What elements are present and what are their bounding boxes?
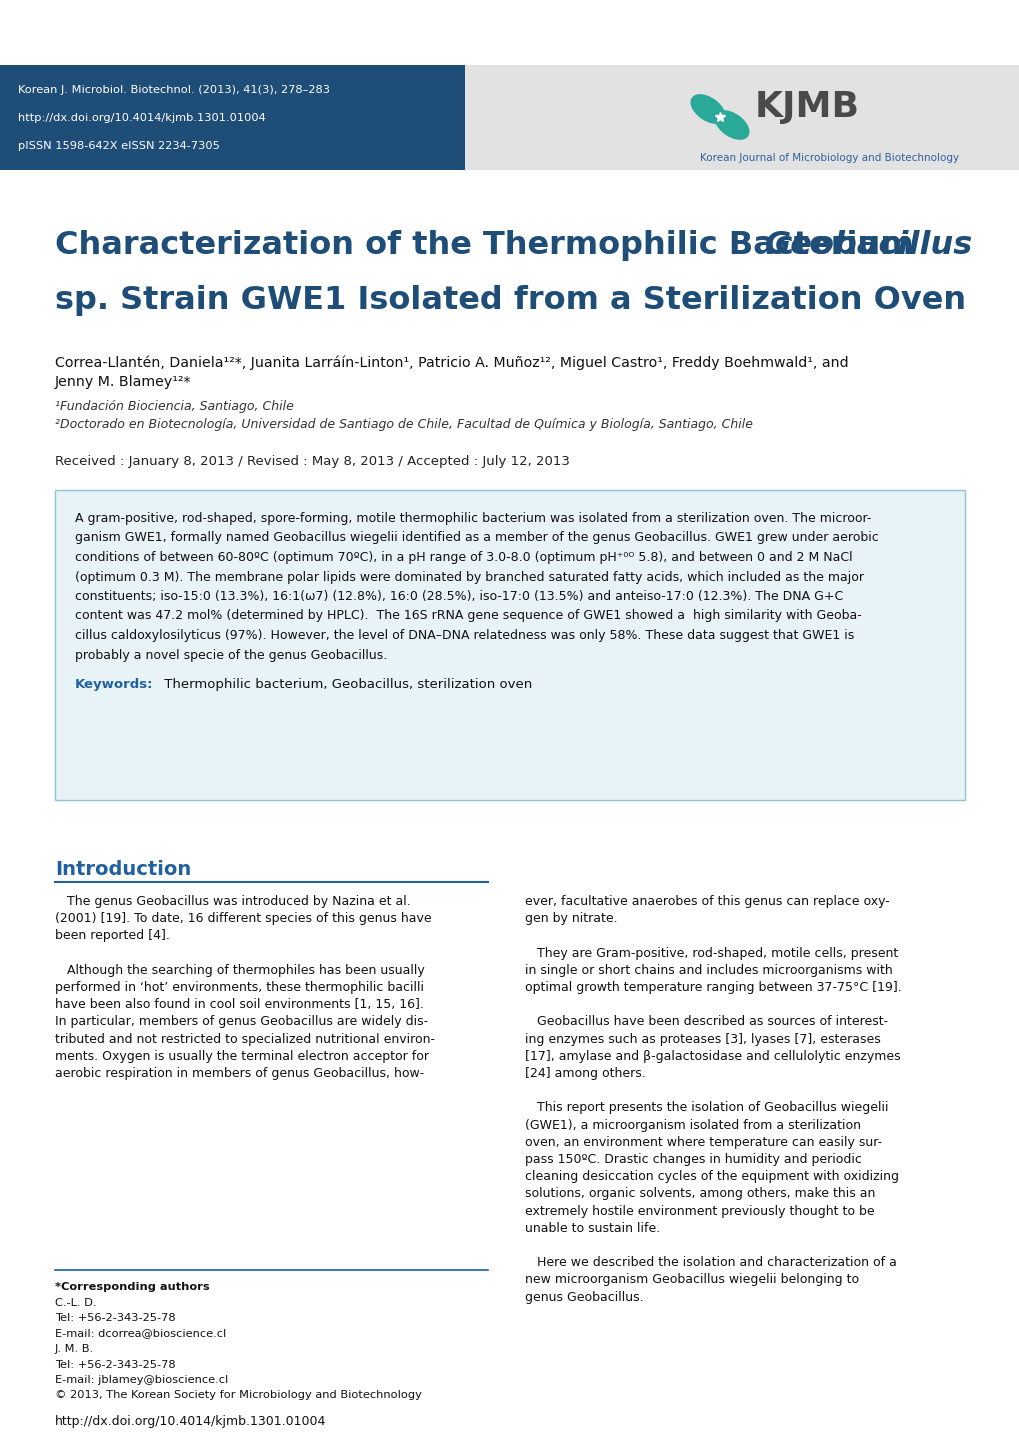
Text: solutions, organic solvents, among others, make this an: solutions, organic solvents, among other… [525, 1188, 874, 1201]
Text: content was 47.2 mol% (determined by HPLC).  The 16S rRNA gene sequence of GWE1 : content was 47.2 mol% (determined by HPL… [75, 609, 861, 622]
Text: ever, facultative anaerobes of this genus can replace oxy-: ever, facultative anaerobes of this genu… [525, 895, 889, 908]
Text: Thermophilic bacterium, Geobacillus, sterilization oven: Thermophilic bacterium, Geobacillus, ste… [160, 678, 532, 691]
Text: (2001) [19]. To date, 16 different species of this genus have: (2001) [19]. To date, 16 different speci… [55, 912, 431, 925]
Text: Geobacillus have been described as sources of interest-: Geobacillus have been described as sourc… [525, 1016, 888, 1029]
Text: Tel: +56-2-343-25-78: Tel: +56-2-343-25-78 [55, 1359, 175, 1369]
Text: Jenny M. Blamey¹²*: Jenny M. Blamey¹²* [55, 375, 192, 390]
Text: unable to sustain life.: unable to sustain life. [525, 1222, 659, 1235]
Text: constituents; iso-15:0 (13.3%), 16:1(ω7) (12.8%), 16:0 (28.5%), iso-17:0 (13.5%): constituents; iso-15:0 (13.3%), 16:1(ω7)… [75, 590, 843, 603]
Text: Characterization of the Thermophilic Bacterium: Characterization of the Thermophilic Bac… [55, 229, 924, 261]
Text: Correa-Llantén, Daniela¹²*, Juanita Larráín-Linton¹, Patricio A. Muñoz¹², Miguel: Correa-Llantén, Daniela¹²*, Juanita Larr… [55, 355, 848, 369]
Text: http://dx.doi.org/10.4014/kjmb.1301.01004: http://dx.doi.org/10.4014/kjmb.1301.0100… [55, 1416, 326, 1429]
Text: They are Gram-positive, rod-shaped, motile cells, present: They are Gram-positive, rod-shaped, moti… [525, 947, 898, 960]
Text: KJMB: KJMB [754, 89, 859, 124]
Text: cillus caldoxylosilyticus (97%). However, the level of DNA–DNA relatedness was o: cillus caldoxylosilyticus (97%). However… [75, 629, 854, 642]
Text: tributed and not restricted to specialized nutritional environ-: tributed and not restricted to specializ… [55, 1033, 434, 1046]
FancyBboxPatch shape [465, 65, 1019, 170]
FancyBboxPatch shape [55, 491, 964, 799]
Ellipse shape [714, 111, 748, 139]
Text: ²Doctorado en Biotecnología, Universidad de Santiago de Chile, Facultad de Quími: ²Doctorado en Biotecnología, Universidad… [55, 418, 752, 431]
Text: ¹Fundación Biociencia, Santiago, Chile: ¹Fundación Biociencia, Santiago, Chile [55, 400, 293, 413]
Text: optimal growth temperature ranging between 37-75°C [19].: optimal growth temperature ranging betwe… [525, 981, 901, 994]
Text: performed in ‘hot’ environments, these thermophilic bacilli: performed in ‘hot’ environments, these t… [55, 981, 424, 994]
Text: Keywords:: Keywords: [75, 678, 153, 691]
Text: This report presents the isolation of Geobacillus wiegelii: This report presents the isolation of Ge… [525, 1101, 888, 1114]
Text: Received : January 8, 2013 / Revised : May 8, 2013 / Accepted : July 12, 2013: Received : January 8, 2013 / Revised : M… [55, 455, 570, 468]
Text: *Corresponding authors: *Corresponding authors [55, 1281, 210, 1291]
Text: [24] among others.: [24] among others. [525, 1066, 645, 1079]
Text: gen by nitrate.: gen by nitrate. [525, 912, 618, 925]
Text: been reported [4].: been reported [4]. [55, 929, 170, 942]
FancyBboxPatch shape [0, 65, 465, 170]
Text: have been also found in cool soil environments [1, 15, 16].: have been also found in cool soil enviro… [55, 999, 424, 1012]
Text: C.-L. D.: C.-L. D. [55, 1297, 97, 1307]
Text: in single or short chains and includes microorganisms with: in single or short chains and includes m… [525, 964, 892, 977]
Text: oven, an environment where temperature can easily sur-: oven, an environment where temperature c… [525, 1136, 881, 1149]
Text: ing enzymes such as proteases [3], lyases [7], esterases: ing enzymes such as proteases [3], lyase… [525, 1033, 879, 1046]
Text: Geobacillus: Geobacillus [764, 229, 972, 261]
Text: © 2013, The Korean Society for Microbiology and Biotechnology: © 2013, The Korean Society for Microbiol… [55, 1391, 422, 1401]
Text: In particular, members of genus Geobacillus are widely dis-: In particular, members of genus Geobacil… [55, 1016, 428, 1029]
Text: ments. Oxygen is usually the terminal electron acceptor for: ments. Oxygen is usually the terminal el… [55, 1051, 429, 1063]
Text: Although the searching of thermophiles has been usually: Although the searching of thermophiles h… [55, 964, 424, 977]
Text: A gram-positive, rod-shaped, spore-forming, motile thermophilic bacterium was is: A gram-positive, rod-shaped, spore-formi… [75, 512, 870, 525]
Text: Korean J. Microbiol. Biotechnol. (2013), 41(3), 278–283: Korean J. Microbiol. Biotechnol. (2013),… [18, 85, 330, 95]
Text: J. M. B.: J. M. B. [55, 1343, 94, 1354]
Text: E-mail: jblamey@bioscience.cl: E-mail: jblamey@bioscience.cl [55, 1375, 228, 1385]
Ellipse shape [691, 95, 725, 123]
Text: Here we described the isolation and characterization of a: Here we described the isolation and char… [525, 1257, 896, 1270]
Text: ganism GWE1, formally named Geobacillus wiegelii identified as a member of the g: ganism GWE1, formally named Geobacillus … [75, 531, 878, 544]
Text: (GWE1), a microorganism isolated from a sterilization: (GWE1), a microorganism isolated from a … [525, 1118, 860, 1131]
Text: probably a novel specie of the genus Geobacillus.: probably a novel specie of the genus Geo… [75, 648, 387, 661]
Text: extremely hostile environment previously thought to be: extremely hostile environment previously… [525, 1205, 873, 1218]
Text: The genus Geobacillus was introduced by Nazina et al.: The genus Geobacillus was introduced by … [55, 895, 411, 908]
Text: conditions of between 60-80ºC (optimum 70ºC), in a pH range of 3.0-8.0 (optimum : conditions of between 60-80ºC (optimum 7… [75, 551, 852, 564]
Text: Tel: +56-2-343-25-78: Tel: +56-2-343-25-78 [55, 1313, 175, 1323]
Text: Introduction: Introduction [55, 860, 192, 879]
Text: genus Geobacillus.: genus Geobacillus. [525, 1290, 643, 1303]
Text: sp. Strain GWE1 Isolated from a Sterilization Oven: sp. Strain GWE1 Isolated from a Steriliz… [55, 286, 965, 316]
Text: http://dx.doi.org/10.4014/kjmb.1301.01004: http://dx.doi.org/10.4014/kjmb.1301.0100… [18, 113, 266, 123]
Text: Korean Journal of Microbiology and Biotechnology: Korean Journal of Microbiology and Biote… [699, 153, 958, 163]
Text: aerobic respiration in members of genus Geobacillus, how-: aerobic respiration in members of genus … [55, 1066, 424, 1079]
Text: E-mail: dcorrea@bioscience.cl: E-mail: dcorrea@bioscience.cl [55, 1329, 226, 1339]
Text: new microorganism Geobacillus wiegelii belonging to: new microorganism Geobacillus wiegelii b… [525, 1273, 858, 1286]
Text: pass 150ºC. Drastic changes in humidity and periodic: pass 150ºC. Drastic changes in humidity … [525, 1153, 861, 1166]
Text: (optimum 0.3 M). The membrane polar lipids were dominated by branched saturated : (optimum 0.3 M). The membrane polar lipi… [75, 570, 863, 583]
Text: [17], amylase and β-galactosidase and cellulolytic enzymes: [17], amylase and β-galactosidase and ce… [525, 1051, 900, 1063]
Text: cleaning desiccation cycles of the equipment with oxidizing: cleaning desiccation cycles of the equip… [525, 1170, 898, 1183]
Text: pISSN 1598-642X eISSN 2234-7305: pISSN 1598-642X eISSN 2234-7305 [18, 141, 220, 152]
